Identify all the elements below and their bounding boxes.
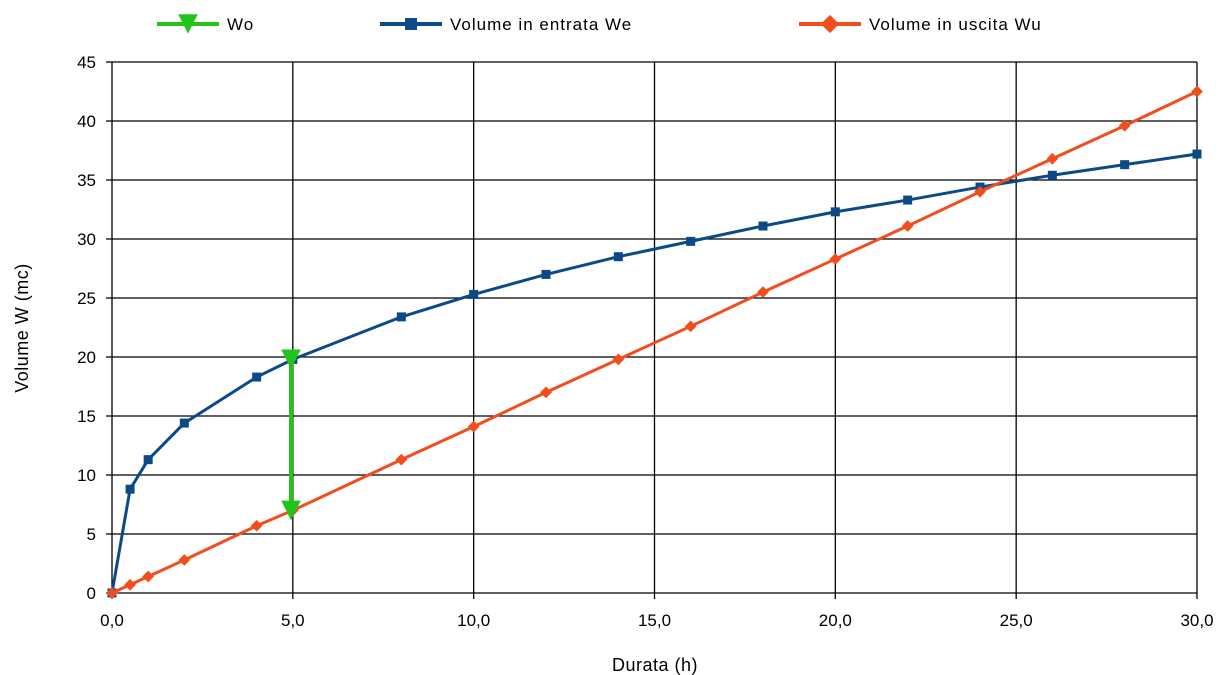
y-tick-label: 0 [87, 584, 96, 603]
square-marker [143, 455, 153, 465]
square-marker [179, 418, 189, 428]
square-marker [1047, 170, 1057, 180]
diamond-marker [1191, 85, 1203, 98]
series-layer [106, 85, 1203, 599]
y-tick-label: 15 [77, 407, 96, 426]
series-2 [106, 85, 1203, 599]
diamond-marker [106, 587, 118, 599]
legend-label: Wo [227, 15, 254, 34]
x-tick-label: 0,0 [100, 611, 124, 630]
square-marker [125, 484, 135, 494]
x-tick-label: 30,0 [1180, 611, 1213, 630]
diamond-marker [250, 519, 263, 532]
square-marker [830, 207, 840, 217]
legend-item: Volume in entrata We [380, 15, 632, 34]
x-tick-label: 10,0 [457, 611, 490, 630]
square-marker [1120, 160, 1130, 170]
diamond-marker [467, 420, 480, 433]
diamond-marker [757, 286, 769, 298]
x-tick-label: 20,0 [819, 611, 852, 630]
square-marker [1192, 149, 1202, 159]
x-axis-title: Durata (h) [612, 655, 698, 675]
series-line [111, 90, 1198, 595]
y-tick-label: 10 [77, 466, 96, 485]
triangle-marker [178, 14, 198, 34]
triangle-marker [281, 349, 301, 370]
square-marker [686, 236, 696, 246]
y-axis-title: Volume W (mc) [12, 263, 32, 393]
diamond-marker [684, 320, 697, 333]
x-tick-label: 5,0 [281, 611, 305, 630]
grid [106, 61, 1198, 599]
diamond-marker [142, 570, 155, 583]
y-axis-ticks: 0 5 10 15 20 25 30 35 40 45 [77, 53, 96, 603]
y-tick-label: 35 [77, 171, 96, 190]
diamond-marker [820, 14, 840, 34]
square-marker [405, 18, 417, 30]
square-marker [541, 269, 551, 279]
legend: Wo Volume in entrata We Volume in uscita W… [157, 14, 1042, 34]
triangle-marker [281, 500, 301, 521]
series-0 [281, 349, 301, 521]
diamond-marker [612, 353, 625, 366]
square-marker [469, 289, 479, 299]
legend-label: Volume in entrata We [450, 15, 632, 34]
diamond-marker [1118, 119, 1131, 132]
square-marker [903, 195, 913, 205]
diamond-marker [974, 185, 986, 198]
y-tick-label: 5 [87, 525, 96, 544]
diamond-marker [829, 253, 842, 265]
y-tick-label: 40 [77, 112, 96, 131]
diamond-marker [124, 578, 136, 591]
y-tick-label: 25 [77, 289, 96, 308]
y-tick-label: 30 [77, 230, 96, 249]
square-marker [396, 312, 406, 322]
diamond-marker [901, 220, 914, 232]
legend-item: Wo [157, 14, 254, 34]
square-marker [252, 372, 262, 382]
y-tick-label: 20 [77, 348, 96, 367]
x-tick-label: 15,0 [638, 611, 671, 630]
x-axis-ticks: 0,0 5,0 10,0 15,0 20,0 25,0 30,0 [100, 611, 1213, 630]
diamond-marker [1046, 152, 1059, 165]
x-tick-label: 25,0 [1000, 611, 1033, 630]
legend-item: Volume in uscita Wu [799, 14, 1042, 34]
diamond-marker [540, 386, 552, 399]
square-marker [613, 252, 623, 262]
legend-label: Volume in uscita Wu [869, 15, 1042, 34]
square-marker [758, 221, 768, 231]
diamond-marker [395, 453, 408, 466]
diamond-marker [178, 554, 191, 566]
y-tick-label: 45 [77, 53, 96, 72]
